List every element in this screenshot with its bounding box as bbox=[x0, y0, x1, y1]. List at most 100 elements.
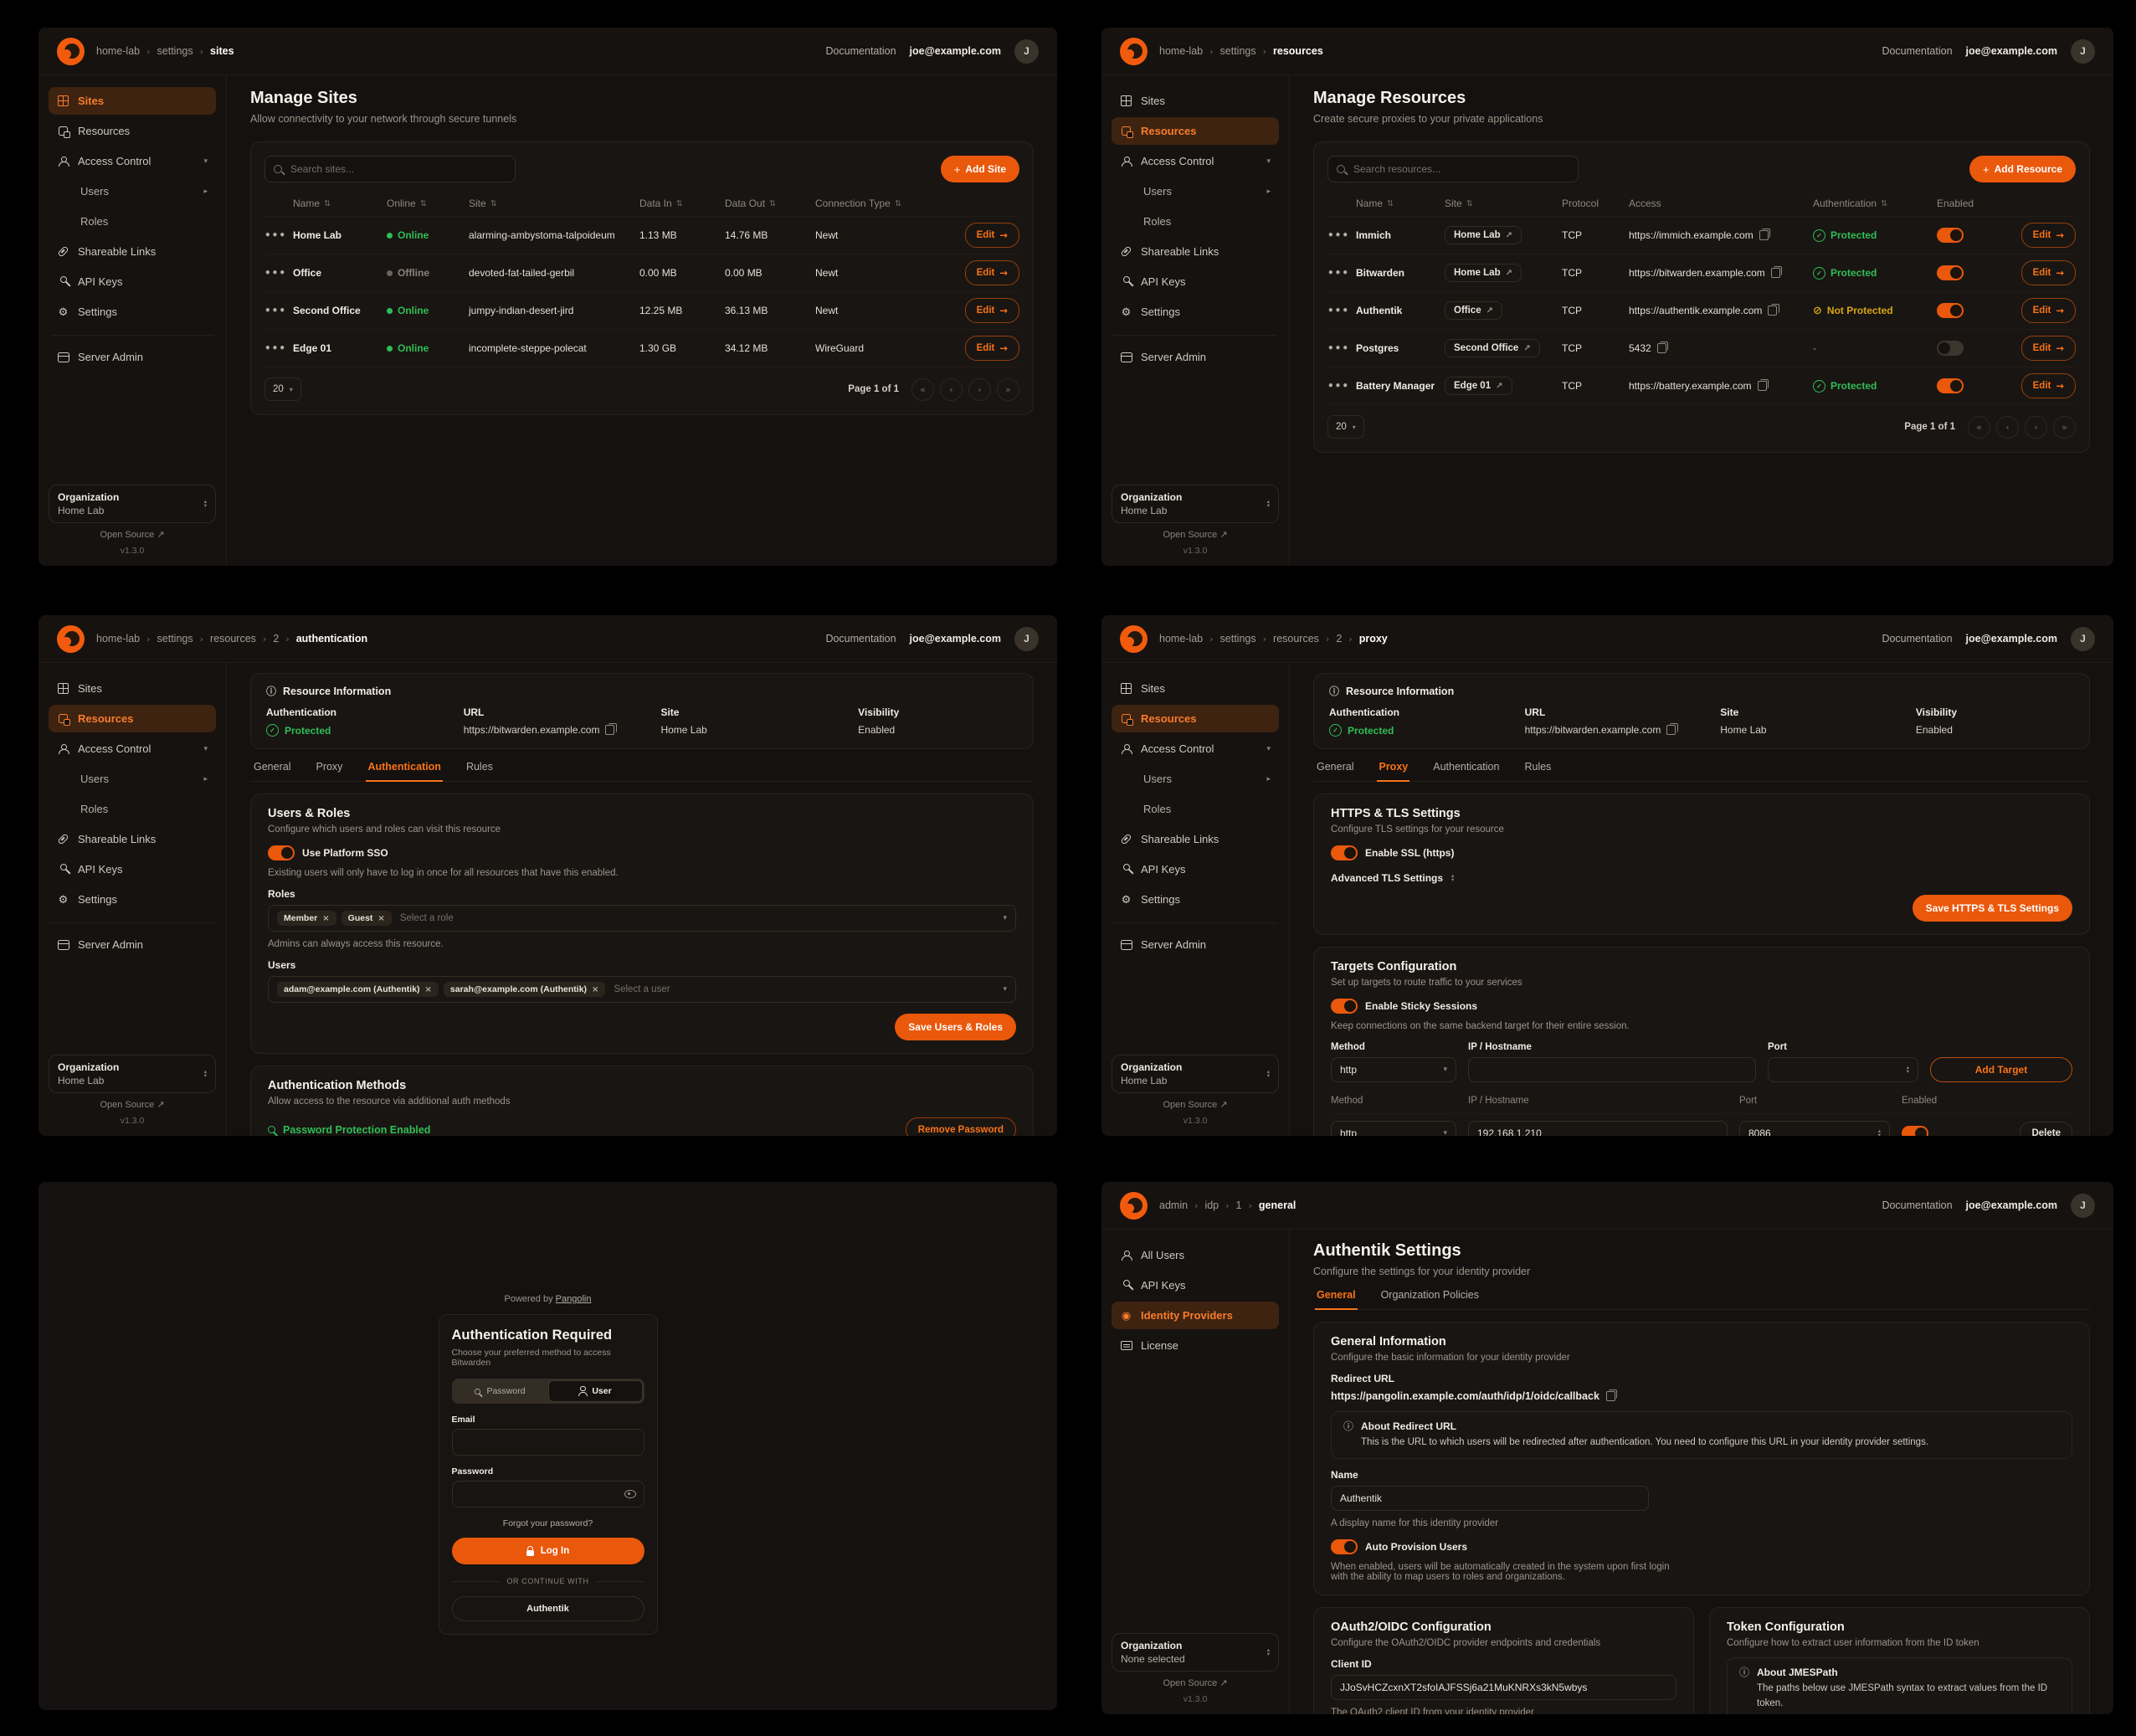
organization-select[interactable]: Organization None selected ▴ ▾ bbox=[1112, 1633, 1279, 1672]
breadcrumb-item[interactable]: general bbox=[1258, 1199, 1296, 1211]
authentik-sso-button[interactable]: Authentik bbox=[451, 1596, 644, 1621]
user-chip[interactable]: sarah@example.com (Authentik) × bbox=[443, 982, 606, 997]
remove-password-button[interactable]: Remove Password bbox=[905, 1117, 1016, 1136]
breadcrumb-item[interactable]: proxy bbox=[1358, 633, 1388, 645]
tab-user[interactable]: User bbox=[547, 1380, 643, 1402]
row-menu-icon[interactable]: ••• bbox=[1327, 342, 1350, 354]
breadcrumb-item[interactable]: resources bbox=[1273, 45, 1323, 57]
sidebar-item[interactable]: License bbox=[1112, 1332, 1279, 1359]
sidebar-item[interactable]: Settings bbox=[1112, 298, 1279, 326]
open-source-link[interactable]: Open Source ↗ bbox=[100, 1099, 165, 1110]
add-target-button[interactable]: Add Target bbox=[1930, 1057, 2072, 1082]
enabled-toggle[interactable] bbox=[1937, 378, 1964, 393]
password-field[interactable] bbox=[451, 1481, 644, 1507]
sidebar-item[interactable]: All Users bbox=[1112, 1241, 1279, 1269]
sidebar-item[interactable]: Roles bbox=[1143, 215, 1172, 228]
enabled-toggle[interactable] bbox=[1937, 228, 1964, 243]
breadcrumb-item[interactable]: resources bbox=[1273, 633, 1319, 645]
prev-page-button[interactable]: ‹ bbox=[1996, 415, 2019, 439]
organization-select[interactable]: Organization Home Lab ▴ ▾ bbox=[1112, 485, 1279, 523]
row-menu-icon[interactable]: ••• bbox=[264, 229, 287, 241]
sidebar-item[interactable]: Settings bbox=[1112, 886, 1279, 913]
sidebar-item[interactable]: Roles bbox=[80, 803, 109, 815]
copy-icon[interactable] bbox=[1656, 341, 1669, 353]
avatar[interactable]: J bbox=[1014, 39, 1039, 64]
sidebar-item[interactable]: Roles bbox=[1143, 803, 1172, 815]
avatar[interactable]: J bbox=[2071, 1193, 2095, 1218]
row-menu-icon[interactable]: ••• bbox=[1327, 267, 1350, 279]
documentation-link[interactable]: Documentation bbox=[825, 45, 896, 57]
tab[interactable]: General bbox=[1315, 1289, 1358, 1310]
sidebar-item[interactable]: Sites bbox=[1112, 87, 1279, 115]
next-page-button[interactable]: › bbox=[2025, 415, 2047, 439]
sidebar-item[interactable]: API Keys bbox=[1112, 268, 1279, 295]
delete-button[interactable]: Delete bbox=[2020, 1121, 2072, 1136]
breadcrumb-item[interactable]: authentication bbox=[295, 633, 368, 645]
sidebar-item[interactable]: Server Admin bbox=[49, 335, 216, 371]
prev-page-button[interactable]: ‹ bbox=[940, 378, 963, 401]
tab[interactable]: Proxy bbox=[1377, 761, 1410, 782]
sidebar-item[interactable]: Sites bbox=[1112, 675, 1279, 702]
port-input[interactable]: ▴▾ bbox=[1768, 1057, 1918, 1082]
breadcrumb-item[interactable]: 1 bbox=[1235, 1199, 1242, 1211]
copy-icon[interactable] bbox=[1757, 378, 1769, 391]
sidebar-item[interactable]: Access Control ▾ bbox=[49, 147, 216, 175]
edit-button[interactable]: Edit → bbox=[964, 260, 1019, 285]
sidebar-item[interactable]: Access Control ▾ bbox=[1112, 147, 1279, 175]
documentation-link[interactable]: Documentation bbox=[825, 633, 896, 645]
tab[interactable]: Rules bbox=[1524, 761, 1552, 773]
sidebar-item[interactable]: Settings bbox=[49, 886, 216, 913]
tab[interactable]: Proxy bbox=[316, 761, 343, 773]
sidebar-item[interactable]: Shareable Links bbox=[49, 238, 216, 265]
organization-select[interactable]: Organization Home Lab ▴ ▾ bbox=[1112, 1055, 1279, 1093]
breadcrumb-item[interactable]: settings bbox=[157, 45, 193, 57]
row-menu-icon[interactable]: ••• bbox=[1327, 229, 1350, 241]
sticky-sessions-toggle[interactable] bbox=[1331, 999, 1358, 1014]
forgot-password-link[interactable]: Forgot your password? bbox=[502, 1518, 593, 1528]
sidebar-item[interactable]: Shareable Links bbox=[1112, 238, 1279, 265]
breadcrumb-item[interactable]: home-lab bbox=[96, 45, 141, 57]
row-menu-icon[interactable]: ••• bbox=[1327, 380, 1350, 392]
copy-icon[interactable] bbox=[1605, 1389, 1618, 1401]
user-email[interactable]: joe@example.com bbox=[1965, 633, 2057, 645]
tab[interactable]: General bbox=[1317, 761, 1354, 773]
tab[interactable]: General bbox=[254, 761, 291, 773]
copy-icon[interactable] bbox=[1768, 303, 1779, 316]
client-id-input[interactable] bbox=[1331, 1675, 1676, 1701]
site-pill[interactable]: Office ↗ bbox=[1445, 301, 1502, 320]
open-source-link[interactable]: Open Source ↗ bbox=[1163, 529, 1228, 540]
sidebar-item[interactable]: Server Admin bbox=[1112, 922, 1279, 958]
sidebar-item[interactable]: Access Control ▾ bbox=[1112, 735, 1279, 763]
row-menu-icon[interactable]: ••• bbox=[1327, 305, 1350, 316]
pangolin-link[interactable]: Pangolin bbox=[555, 1294, 592, 1304]
add-site-button[interactable]: + Add Site bbox=[940, 156, 1019, 182]
save-users-roles-button[interactable]: Save Users & Roles bbox=[895, 1014, 1016, 1040]
enabled-toggle[interactable] bbox=[1937, 265, 1964, 280]
breadcrumb-item[interactable]: resources bbox=[210, 633, 256, 645]
email-field[interactable] bbox=[451, 1429, 644, 1456]
tab[interactable]: Authentication bbox=[1433, 761, 1500, 773]
edit-button[interactable]: Edit → bbox=[964, 336, 1019, 361]
last-page-button[interactable]: » bbox=[997, 378, 1019, 401]
ip-hostname-input[interactable] bbox=[1468, 1057, 1756, 1082]
role-chip[interactable]: Member × bbox=[277, 911, 336, 926]
copy-icon[interactable] bbox=[1770, 265, 1783, 278]
save-https-tls-button[interactable]: Save HTTPS & TLS Settings bbox=[1912, 895, 2072, 922]
first-page-button[interactable]: « bbox=[911, 378, 934, 401]
avatar[interactable]: J bbox=[2071, 626, 2095, 651]
sidebar-item[interactable]: Access Control ▾ bbox=[49, 735, 216, 763]
avatar[interactable]: J bbox=[2071, 39, 2095, 64]
documentation-link[interactable]: Documentation bbox=[1882, 633, 1953, 645]
roles-multiselect[interactable]: Member × Guest × Select a role ▾ bbox=[268, 905, 1016, 932]
site-pill[interactable]: Home Lab ↗ bbox=[1445, 226, 1522, 244]
breadcrumb-item[interactable]: home-lab bbox=[1159, 45, 1204, 57]
sidebar-item[interactable]: Shareable Links bbox=[49, 825, 216, 853]
method-select[interactable]: http ▾ bbox=[1331, 1121, 1456, 1136]
row-menu-icon[interactable]: ••• bbox=[264, 342, 287, 354]
breadcrumb-item[interactable]: settings bbox=[1219, 633, 1256, 645]
user-email[interactable]: joe@example.com bbox=[1965, 1199, 2057, 1211]
user-email[interactable]: joe@example.com bbox=[1965, 45, 2057, 57]
sidebar-item[interactable]: Users ▸ bbox=[1143, 773, 1271, 785]
sidebar-item[interactable]: Shareable Links bbox=[1112, 825, 1279, 853]
edit-button[interactable]: Edit → bbox=[2020, 336, 2076, 361]
